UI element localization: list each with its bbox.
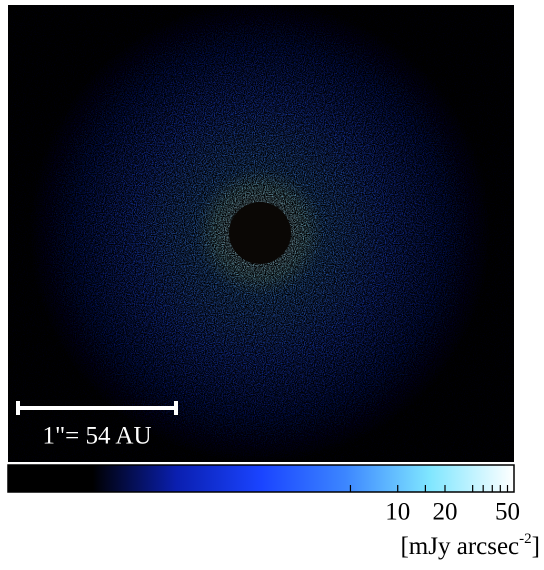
colorbar-tick-label: 10 [385, 499, 410, 526]
scale-bar-label: 1"= 54 AU [42, 423, 151, 450]
colorbar-bar [8, 465, 514, 492]
coronagraph-mask [229, 202, 291, 264]
unit-exponent: -2 [519, 531, 532, 547]
unit-label: [mJy arcsec-2] [400, 531, 540, 559]
colorbar-tick-label: 20 [433, 499, 458, 526]
image [8, 5, 514, 462]
unit-close: ] [532, 533, 540, 560]
colorbar-tick-label: 50 [495, 499, 520, 526]
figure: 1"= 54 AU 10 20 50 [mJy arcsec-2] [0, 0, 544, 570]
unit-text: [mJy arcsec [400, 533, 519, 560]
colorbar: 10 20 50 [8, 465, 520, 526]
